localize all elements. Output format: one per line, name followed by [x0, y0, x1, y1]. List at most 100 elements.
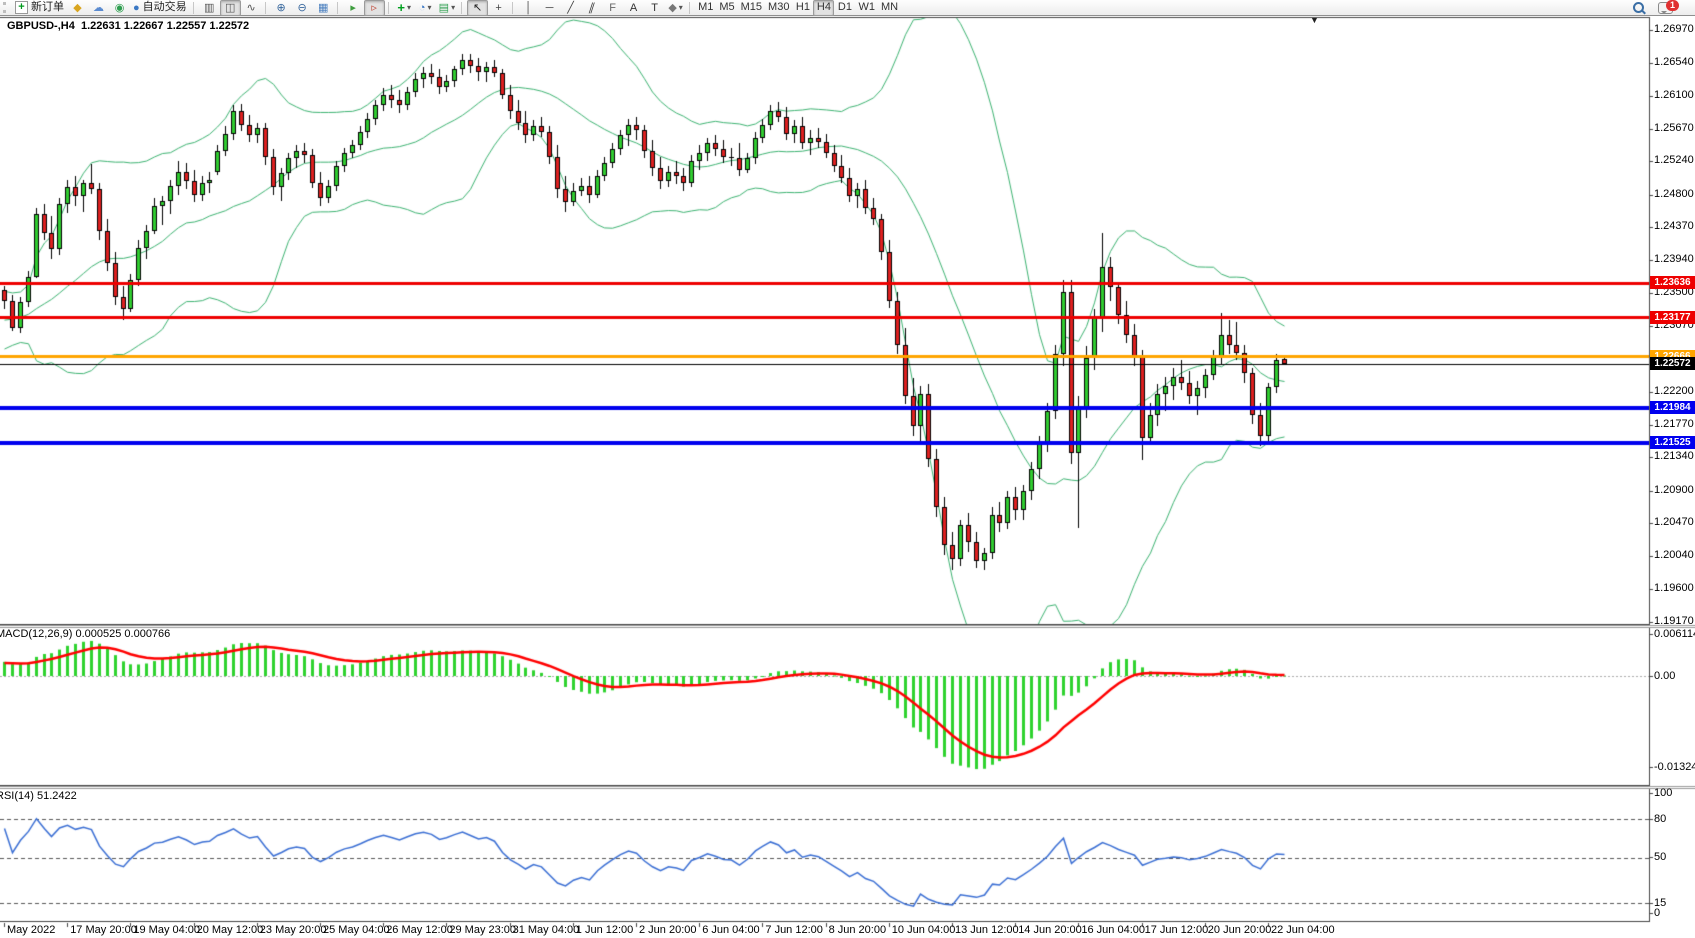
zoom-out-icon[interactable]: ⊖	[292, 0, 313, 16]
navigator-icon[interactable]: ☁	[88, 0, 109, 16]
toolbar-sep-3	[336, 1, 340, 14]
price-axis-tick-label: 1.26540	[1654, 55, 1694, 68]
periods-clock-icon-glyph: ◔	[418, 1, 426, 14]
trendline-icon[interactable]: ╱	[560, 0, 581, 16]
price-axis-tick-label: 1.19600	[1654, 582, 1694, 595]
chat-icon[interactable]: 1	[1658, 0, 1679, 14]
rsi-axis-tick-label: 100	[1654, 787, 1673, 799]
crosshair-icon[interactable]: +	[488, 0, 509, 16]
time-axis-label: 29 May 23:00	[449, 924, 517, 936]
market-watch-icon[interactable]: ◆	[67, 0, 88, 16]
indicators-add-icon-dropdown-icon[interactable]: ▾	[406, 3, 411, 12]
candlestick-chart-icon[interactable]: ◫	[219, 0, 241, 16]
time-axis-label: 25 May 04:00	[323, 924, 390, 936]
price-axis-tick-label: 1.24800	[1654, 187, 1694, 200]
timeframe-button-m5[interactable]: M5	[719, 1, 735, 13]
autotrading-button-label: 自动交易	[142, 1, 187, 13]
rsi-panel-resize-handle[interactable]	[0, 785, 1649, 788]
toolbar-sep-7	[689, 1, 692, 14]
price-axis-tick-label: 1.26100	[1654, 89, 1694, 102]
price-axis-tick-label: 1.23940	[1654, 252, 1694, 265]
cursor-icon-glyph: ↖	[472, 1, 483, 14]
arrows-icon-glyph: ◆	[668, 1, 677, 14]
tile-windows-icon[interactable]: ▦	[313, 0, 334, 16]
timeframe-button-h1[interactable]: H1	[795, 1, 810, 13]
trendline-icon-glyph: ╱	[567, 1, 574, 14]
channel-icon[interactable]: ∥	[581, 0, 602, 16]
toolbar-right-group: 1	[1633, 0, 1695, 14]
macd-panel-resize-handle[interactable]	[0, 624, 1649, 627]
main-chart-panel[interactable]	[0, 17, 1649, 625]
fibonacci-icon-glyph: F	[609, 1, 616, 14]
bar-chart-icon[interactable]: ▥	[199, 0, 220, 16]
line-chart-icon-glyph: ∿	[246, 1, 256, 14]
rsi-indicator-label: RSI(14) 51.2422	[0, 790, 77, 802]
time-axis-label: 10 Jun 04:00	[891, 924, 956, 936]
zoom-in-icon[interactable]: ⊕	[271, 0, 292, 16]
toolbar-sep-6	[512, 1, 515, 14]
rsi-panel[interactable]	[0, 788, 1649, 922]
auto-scroll-icon-glyph: ▸	[350, 1, 356, 14]
cursor-icon[interactable]: ↖	[467, 0, 489, 16]
text-icon-glyph: A	[629, 1, 638, 14]
price-axis-tick-label: 1.21340	[1654, 450, 1694, 463]
price-line-badge: 1.23636	[1650, 276, 1695, 290]
search-icon[interactable]	[1633, 2, 1644, 13]
chart-shift-icon[interactable]: ▹	[363, 0, 385, 16]
macd-indicator-label: MACD(12,26,9) 0.000525 0.000766	[0, 628, 171, 640]
time-axis-label: 13 Jun 12:00	[955, 924, 1019, 936]
rsi-axis-tick-label: 15	[1654, 897, 1667, 909]
navigator-icon-glyph: ☁	[93, 1, 104, 14]
price-axis-tick-label: 1.21770	[1654, 417, 1694, 430]
time-axis-label: 16 Jun 04:00	[1081, 924, 1146, 936]
timeframe-button-m15[interactable]: M15	[740, 1, 763, 13]
price-axis-tick-label: 1.23500	[1654, 286, 1694, 299]
line-chart-icon[interactable]: ∿	[241, 0, 262, 16]
auto-scroll-icon[interactable]: ▸	[343, 0, 364, 16]
arrows-icon-dropdown-icon[interactable]: ▾	[678, 3, 683, 12]
vertical-line-icon[interactable]: │	[518, 0, 539, 16]
vertical-line-icon-glyph: │	[525, 1, 533, 14]
autotrading-button[interactable]: ● 自动交易	[130, 0, 190, 16]
toolbar-sep-2	[264, 1, 268, 14]
horizontal-line-icon-glyph: ─	[545, 1, 554, 14]
toolbar-grip[interactable]	[3, 2, 9, 13]
periods-clock-icon-dropdown-icon[interactable]: ▾	[427, 3, 432, 12]
time-axis-label: 14 Jun 20:00	[1018, 924, 1082, 936]
periods-clock-icon[interactable]: ◔ ▾	[415, 0, 436, 16]
time-axis-label: 22 Jun 04:00	[1271, 924, 1335, 936]
horizontal-line-icon[interactable]: ─	[539, 0, 560, 16]
price-axis-tick-label: 1.20900	[1654, 483, 1694, 496]
timeframe-button-d1[interactable]: D1	[837, 1, 852, 13]
timeframe-button-mn[interactable]: MN	[880, 1, 899, 13]
zoom-out-icon-glyph: ⊖	[297, 1, 307, 14]
timeframe-button-w1[interactable]: W1	[858, 1, 875, 13]
templates-icon-dropdown-icon[interactable]: ▾	[451, 3, 456, 12]
timeframe-button-m30[interactable]: M30	[768, 1, 790, 13]
price-axis-tick-label: 1.25240	[1654, 154, 1694, 167]
chart-shift-icon-glyph: ▹	[371, 1, 377, 14]
text-label-icon[interactable]: T	[644, 0, 665, 16]
price-axis-tick-label: 1.22200	[1654, 385, 1694, 398]
time-axis-label: 23 May 20:00	[259, 924, 327, 936]
new-order-glyph: +	[15, 1, 28, 14]
time-axis-label: 8 Jun 20:00	[828, 924, 887, 936]
templates-icon-glyph: ▤	[438, 1, 450, 14]
macd-axis-tick-label: 0.006114	[1654, 627, 1695, 640]
macd-panel[interactable]	[0, 627, 1649, 786]
timeframe-button-m1[interactable]: M1	[698, 1, 714, 13]
time-axis-label: 6 Jun 04:00	[702, 924, 760, 936]
time-axis-label: 17 Jun 12:00	[1144, 924, 1209, 936]
signals-icon[interactable]: ◉	[109, 0, 130, 16]
arrows-icon[interactable]: ◆ ▾	[665, 0, 686, 16]
fibonacci-icon[interactable]: F	[602, 0, 623, 16]
macd-axis-tick-label: 0.00	[1654, 670, 1676, 682]
text-icon[interactable]: A	[623, 0, 644, 16]
timeframe-button-h4[interactable]: H4	[813, 0, 835, 16]
new-order-button[interactable]: + 新订单	[12, 0, 67, 16]
rsi-axis-tick-label: 50	[1654, 851, 1667, 863]
indicators-add-icon[interactable]: + ▾	[394, 0, 415, 16]
bar-chart-icon-glyph: ▥	[203, 1, 215, 14]
templates-icon[interactable]: ▤ ▾	[436, 0, 458, 16]
